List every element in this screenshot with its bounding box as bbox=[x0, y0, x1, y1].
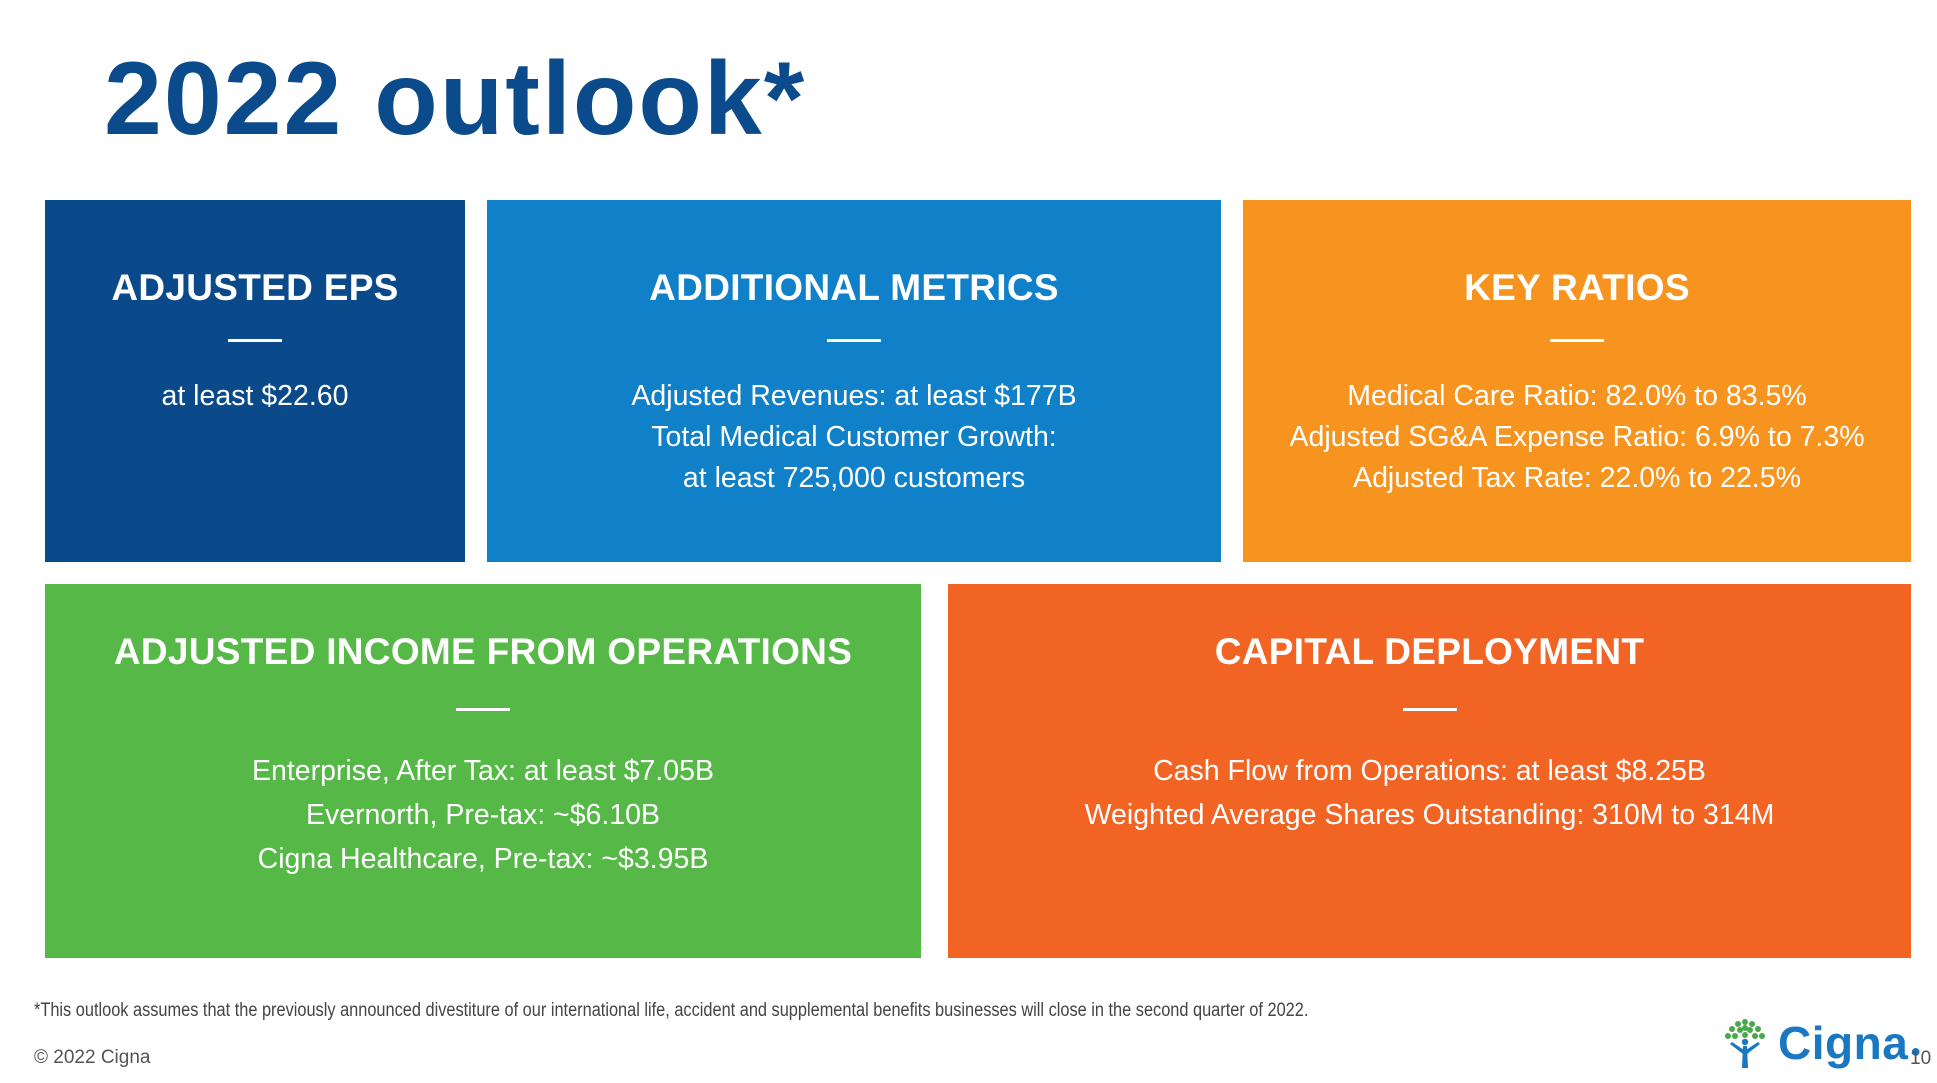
logo-dot: ● bbox=[1910, 1041, 1922, 1061]
adjusted-income-heading: ADJUSTED INCOME FROM OPERATIONS bbox=[113, 631, 853, 672]
income-line: Enterprise, After Tax: at least $7.05B bbox=[251, 755, 715, 788]
heading-divider bbox=[827, 339, 881, 343]
ratio-line: Adjusted SG&A Expense Ratio: 6.9% to 7.3… bbox=[1289, 421, 1865, 454]
ratio-line: Medical Care Ratio: 82.0% to 83.5% bbox=[1347, 380, 1807, 413]
logo-wordmark: Cigna bbox=[1778, 1017, 1909, 1069]
capital-line: Weighted Average Shares Outstanding: 310… bbox=[1084, 799, 1775, 832]
footnote: *This outlook assumes that the previousl… bbox=[34, 1000, 1309, 1021]
additional-metrics-heading: ADDITIONAL METRICS bbox=[649, 267, 1059, 308]
additional-metrics-box: ADDITIONAL METRICS Adjusted Revenues: at… bbox=[487, 200, 1221, 562]
heading-divider bbox=[456, 708, 510, 712]
adjusted-eps-box: ADJUSTED EPS at least $22.60 bbox=[45, 200, 465, 562]
income-line: Evernorth, Pre-tax: ~$6.10B bbox=[305, 799, 661, 832]
metrics-line: Adjusted Revenues: at least $177B bbox=[631, 380, 1077, 413]
cigna-logo: Cigna ● bbox=[1718, 1016, 1921, 1070]
income-line: Cigna Healthcare, Pre-tax: ~$3.95B bbox=[257, 843, 709, 876]
copyright: © 2022 Cigna bbox=[34, 1047, 151, 1068]
slide-title: 2022 outlook* bbox=[104, 41, 807, 157]
key-ratios-heading: KEY RATIOS bbox=[1464, 267, 1690, 308]
ratio-line: Adjusted Tax Rate: 22.0% to 22.5% bbox=[1353, 462, 1801, 495]
capital-deployment-box: CAPITAL DEPLOYMENT Cash Flow from Operat… bbox=[948, 584, 1911, 958]
tree-of-life-icon bbox=[1725, 1019, 1765, 1068]
adjusted-eps-heading: ADJUSTED EPS bbox=[111, 267, 399, 308]
metrics-line: at least 725,000 customers bbox=[682, 462, 1026, 495]
heading-divider bbox=[1402, 708, 1457, 712]
key-ratios-box: KEY RATIOS Medical Care Ratio: 82.0% to … bbox=[1243, 200, 1911, 562]
capital-line: Cash Flow from Operations: at least $8.2… bbox=[1153, 755, 1706, 788]
adjusted-income-box: ADJUSTED INCOME FROM OPERATIONS Enterpri… bbox=[45, 584, 921, 958]
heading-divider bbox=[228, 339, 282, 343]
heading-divider bbox=[1550, 339, 1604, 343]
adjusted-eps-value: at least $22.60 bbox=[161, 380, 349, 413]
metrics-line: Total Medical Customer Growth: bbox=[651, 421, 1057, 454]
capital-deployment-heading: CAPITAL DEPLOYMENT bbox=[1214, 631, 1645, 672]
page-number: 10 bbox=[1910, 1048, 1932, 1069]
